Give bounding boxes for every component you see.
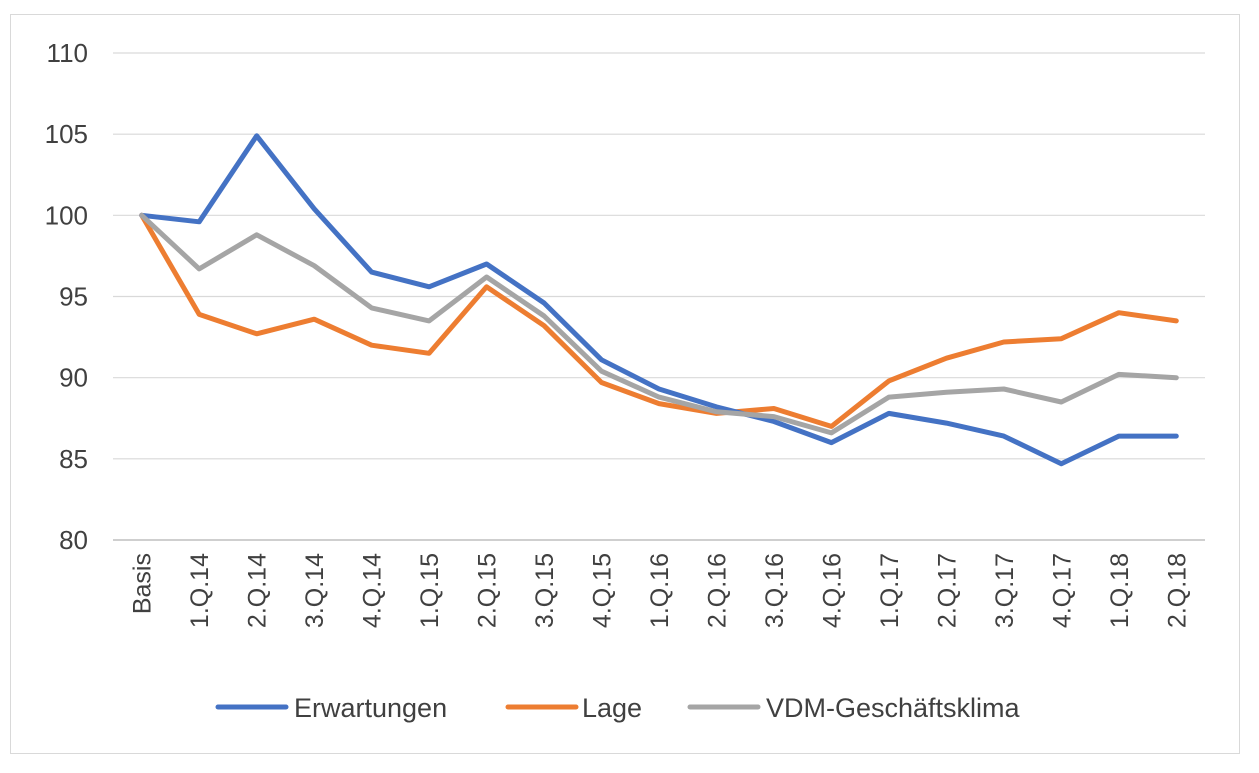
- x-tick-label: 3.Q.15: [531, 553, 559, 628]
- series-line-2: [139, 212, 1179, 436]
- y-tick-label: 80: [59, 525, 88, 555]
- y-tick-label: 110: [47, 38, 88, 68]
- y-tick-label: 105: [45, 119, 88, 149]
- x-tick-label: 4.Q.17: [1048, 553, 1076, 628]
- x-tick-label: 2.Q.18: [1163, 553, 1191, 628]
- legend: Erwartungen Lage VDM-Geschäftsklima: [215, 693, 1021, 723]
- y-tick-label: 100: [45, 200, 88, 230]
- x-tick-label: 1.Q.16: [646, 553, 674, 628]
- x-tick-label: 2.Q.14: [244, 553, 272, 628]
- x-tick-label: 4.Q.15: [589, 553, 617, 628]
- legend-label: Lage: [582, 693, 642, 723]
- x-tick-label: 3.Q.14: [301, 553, 329, 628]
- x-tick-label: 4.Q.16: [818, 553, 846, 628]
- x-tick-label: 1.Q.18: [1106, 553, 1134, 628]
- y-tick-label: 90: [59, 363, 88, 393]
- x-tick-label: 1.Q.14: [186, 553, 214, 628]
- x-tick-label: 1.Q.15: [416, 553, 444, 628]
- y-axis-ticks: 80 85 90 95 100 105 110: [45, 38, 88, 555]
- x-tick-label: 2.Q.15: [474, 553, 502, 628]
- x-tick-label: 2.Q.16: [703, 553, 731, 628]
- x-tick-label: 3.Q.17: [991, 553, 1019, 628]
- series-line-1: [139, 212, 1179, 429]
- y-tick-label: 95: [59, 282, 88, 312]
- legend-label: Erwartungen: [294, 693, 447, 723]
- x-tick-label: Basis: [129, 553, 157, 614]
- y-tick-label: 85: [59, 444, 88, 474]
- x-tick-label: 2.Q.17: [933, 553, 961, 628]
- x-tick-label: 4.Q.14: [359, 553, 387, 628]
- x-tick-label: 3.Q.16: [761, 553, 789, 628]
- legend-label: VDM-Geschäftsklima: [766, 693, 1021, 723]
- gridlines: [113, 52, 1205, 541]
- x-tick-label: 1.Q.17: [876, 553, 904, 628]
- series-line-0: [139, 133, 1179, 467]
- series-lines: [139, 133, 1179, 467]
- x-axis-ticks: Basis 1.Q.14 2.Q.14 3.Q.14 4.Q.14 1.Q.15 2.Q.1…: [129, 553, 1192, 628]
